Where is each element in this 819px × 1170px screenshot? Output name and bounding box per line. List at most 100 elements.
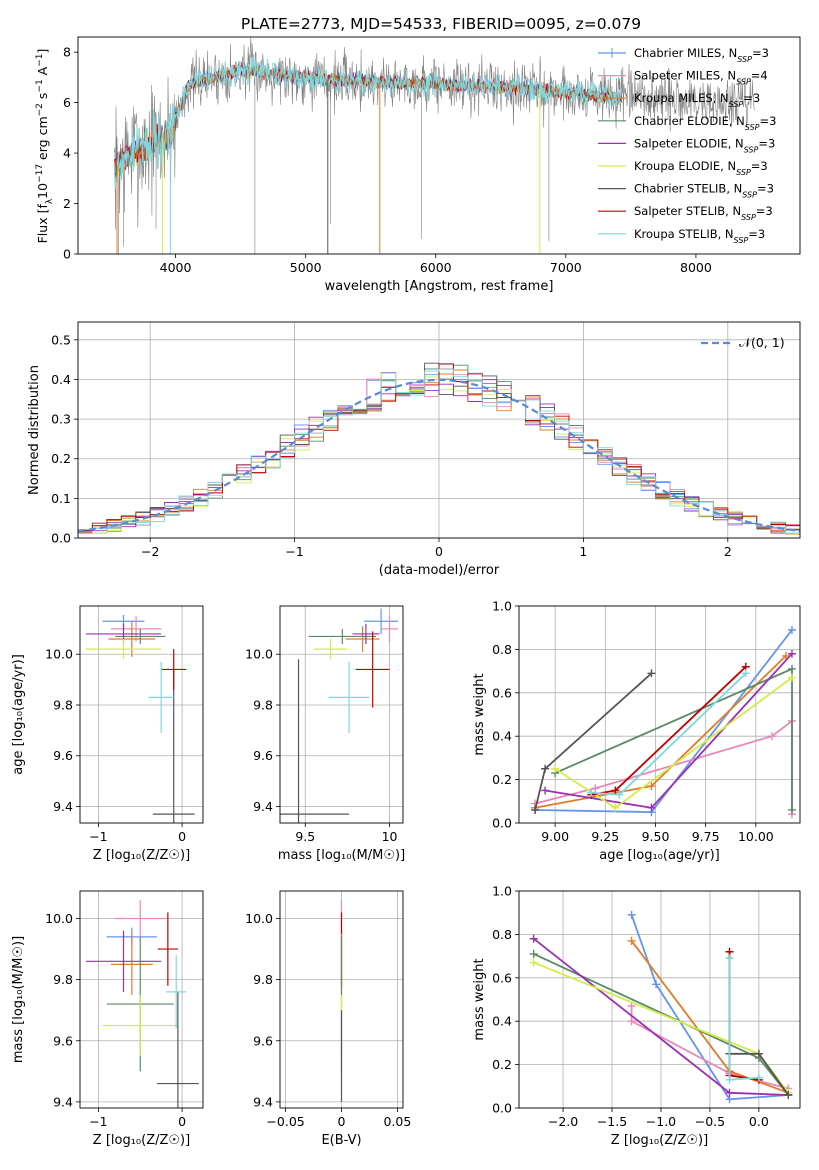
x-tick-label: 7000 bbox=[550, 260, 582, 275]
normal-curve bbox=[78, 378, 800, 533]
point-marker-kroupa-elodie bbox=[787, 673, 796, 682]
point-marker-salpeter-miles bbox=[591, 784, 600, 793]
plot-area-weight_vs_age bbox=[531, 625, 796, 819]
y-tick-label: 9.4 bbox=[53, 1094, 73, 1109]
y-tick-label: 1.0 bbox=[492, 599, 512, 614]
plot-area-weight_vs_Z bbox=[529, 910, 793, 1104]
y-tick-label: 9.4 bbox=[53, 799, 73, 814]
y-tick-label: 9.8 bbox=[53, 972, 73, 987]
point-marker-chabrier-elodie bbox=[529, 949, 538, 958]
x-axis-label: (data-model)/error bbox=[379, 563, 500, 578]
axes-age_vs_Z: −1 0 9.4 9.6 9.8 10.0 Z [log₁₀(Z/Z☉)] age [log₁… bbox=[11, 605, 204, 863]
axes-mass_vs_EBV: −0.05 0 0.05 9.4 9.6 9.8 10.0 E(B-V) bbox=[245, 890, 411, 1148]
x-tick-label: 0.0 bbox=[749, 1114, 769, 1129]
point-marker-chabrier-stelib bbox=[754, 1049, 763, 1058]
axes-frame bbox=[79, 890, 204, 1109]
y-tick-label: 0.5 bbox=[51, 332, 71, 347]
x-axis-label: Z [log₁₀(Z/Z☉)] bbox=[93, 848, 190, 863]
y-tick-label: 4 bbox=[63, 146, 71, 161]
panel-mass_vs_Z: −1 0 9.4 9.6 9.8 10.0 Z [log₁₀(Z/Z☉)] mass [log… bbox=[11, 890, 204, 1148]
y-tick-label: 0.1 bbox=[51, 491, 71, 506]
y-tick-label: 9.8 bbox=[253, 697, 273, 712]
point-marker-kroupa-elodie bbox=[551, 764, 560, 773]
y-tick-label: 0.2 bbox=[51, 451, 71, 466]
y-tick-label: 0.4 bbox=[492, 729, 512, 744]
legend-label-salpeter-miles: Salpeter MILES, NSSP=4 bbox=[634, 69, 768, 87]
y-tick-label: 8 bbox=[63, 45, 71, 60]
point-marker-kroupa-miles bbox=[647, 782, 656, 791]
point-marker-chabrier-stelib bbox=[647, 669, 656, 678]
x-tick-label: 6000 bbox=[420, 260, 452, 275]
point-marker-salpeter-elodie bbox=[541, 786, 550, 795]
point-marker-kroupa-miles bbox=[627, 936, 636, 945]
plot-area-spectrum bbox=[113, 37, 755, 254]
x-axis-label: mass [log₁₀(M/M☉)] bbox=[278, 848, 405, 863]
point-marker-chabrier-stelib bbox=[541, 764, 550, 773]
y-axis-label: Normed distribution bbox=[27, 365, 42, 495]
axes-weight_vs_Z: −2.0 −1.5 −1.0 −0.5 0.0 0.0 0.2 0.4 0.6 0.8 1.0 Z [… bbox=[472, 884, 801, 1148]
y-tick-label: 1.0 bbox=[492, 884, 512, 899]
x-axis-label: age [log₁₀(age/yr)] bbox=[599, 848, 720, 863]
spectrum-model-kroupa-stelib bbox=[113, 56, 623, 190]
point-marker-chabrier-miles bbox=[627, 910, 636, 919]
y-tick-label: 9.6 bbox=[253, 1033, 273, 1048]
x-axis-label: Z [log₁₀(Z/Z☉)] bbox=[611, 1133, 708, 1148]
series-line-kroupa-stelib bbox=[591, 672, 747, 796]
y-tick-label: 10.0 bbox=[245, 911, 273, 926]
y-tick-label: 9.6 bbox=[53, 1033, 73, 1048]
series-line-salpeter-stelib bbox=[728, 951, 760, 1081]
x-axis-label: wavelength [Angstrom, rest frame] bbox=[325, 279, 554, 294]
x-tick-label: −0.05 bbox=[266, 1114, 304, 1129]
legend-label-kroupa-elodie: Kroupa ELODIE, NSSP=3 bbox=[634, 159, 768, 177]
y-tick-label: 0.2 bbox=[492, 772, 512, 787]
axes-frame bbox=[518, 890, 801, 1109]
y-tick-label: 0 bbox=[63, 247, 71, 262]
residual-hist-kroupa-stelib bbox=[78, 368, 800, 534]
plot-area-mass_vs_Z bbox=[85, 900, 199, 1108]
point-marker-chabrier-stelib bbox=[531, 805, 540, 814]
x-tick-label: 1 bbox=[579, 544, 587, 559]
x-tick-label: −1.5 bbox=[597, 1114, 627, 1129]
y-tick-label: 2 bbox=[63, 196, 71, 211]
x-tick-label: 9.75 bbox=[692, 829, 720, 844]
x-axis-label: E(B-V) bbox=[321, 1133, 361, 1148]
panel-spectrum: 4000 5000 6000 7000 8000 0 2 4 6 8 wavelength [Ang… bbox=[35, 36, 801, 294]
point-marker-salpeter-elodie bbox=[647, 803, 656, 812]
axes-mass_vs_Z: −1 0 9.4 9.6 9.8 10.0 Z [log₁₀(Z/Z☉)] mass [log… bbox=[11, 890, 204, 1148]
y-tick-label: 9.4 bbox=[253, 1094, 273, 1109]
plot-area-residuals bbox=[78, 362, 800, 535]
point-marker-salpeter-elodie bbox=[725, 1088, 734, 1097]
point-marker-salpeter-elodie bbox=[529, 934, 538, 943]
y-tick-label: 0.8 bbox=[492, 642, 512, 657]
y-tick-label: 0.2 bbox=[492, 1057, 512, 1072]
x-tick-label: −1 bbox=[89, 1114, 107, 1129]
x-tick-label: 5000 bbox=[290, 260, 322, 275]
panel-age_vs_mass: 9.5 10 9.4 9.6 9.8 10.0 mass [log₁₀(M/M☉)] bbox=[245, 605, 405, 863]
point-marker-salpeter-miles bbox=[627, 1002, 636, 1011]
point-marker-kroupa-elodie bbox=[611, 803, 620, 812]
y-axis-label: age [log₁₀(age/yr)] bbox=[11, 654, 26, 775]
point-marker-kroupa-stelib bbox=[741, 669, 750, 678]
plot-area-age_vs_Z bbox=[85, 614, 195, 823]
y-tick-label: 6 bbox=[63, 95, 71, 110]
x-tick-label: −1.0 bbox=[646, 1114, 676, 1129]
legend-label-normal: 𝒩(0, 1) bbox=[739, 335, 785, 350]
axes-frame bbox=[79, 605, 204, 824]
y-tick-label: 0.6 bbox=[492, 970, 512, 985]
point-marker-salpeter-miles bbox=[627, 1017, 636, 1026]
point-marker-kroupa-stelib bbox=[754, 1073, 763, 1082]
y-tick-label: 0.3 bbox=[51, 412, 71, 427]
y-tick-label: 0.8 bbox=[492, 927, 512, 942]
point-marker-kroupa-stelib bbox=[725, 954, 734, 963]
x-tick-label: 4000 bbox=[160, 260, 192, 275]
plot-area-age_vs_mass bbox=[280, 608, 398, 823]
y-axis-label: mass weight bbox=[472, 958, 487, 1040]
y-tick-label: 0.4 bbox=[51, 372, 71, 387]
axes-frame bbox=[279, 605, 404, 824]
y-tick-label: 10.0 bbox=[45, 647, 73, 662]
x-tick-label: 10.00 bbox=[738, 829, 774, 844]
x-tick-label: 0.05 bbox=[383, 1114, 411, 1129]
x-tick-label: 0 bbox=[178, 829, 186, 844]
legend: Chabrier MILES, NSSP=3 Salpeter MILES, NS… bbox=[598, 46, 776, 244]
legend-label-chabrier-elodie: Chabrier ELODIE, NSSP=3 bbox=[634, 114, 776, 132]
